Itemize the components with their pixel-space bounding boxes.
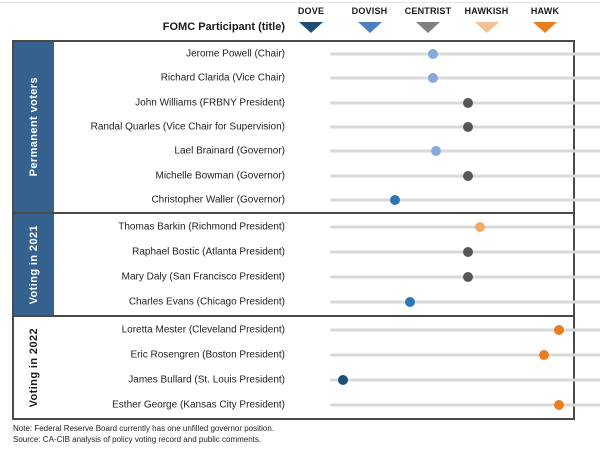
participant-row: Christopher Waller (Governor) [54, 188, 600, 212]
section-rows: Thomas Barkin (Richmond President) Raphae… [54, 214, 600, 315]
centrist-triangle-icon [416, 22, 440, 33]
participant-name: Eric Rosengren (Boston President) [130, 349, 285, 361]
stance-track [330, 52, 600, 56]
dovish-triangle-icon [357, 22, 382, 33]
stance-dot [463, 170, 473, 181]
participant-row: Esther George (Kansas City President) [54, 393, 600, 418]
scale-label: HAWKISH [464, 6, 509, 16]
stance-dot [463, 97, 473, 108]
scale-label: DOVISH [351, 6, 388, 16]
participant-name: Raphael Bostic (Atlanta President) [132, 246, 285, 258]
axis-title: FOMC Participant (title) [162, 21, 285, 33]
stance-track [330, 76, 600, 80]
participant-row: Randal Quarles (Vice Chair for Supervisi… [54, 115, 600, 139]
top-divider [0, 2, 600, 3]
section-1: Voting in 2021 Thomas Barkin (Richmond Pr… [14, 212, 600, 315]
participant-name: Loretta Mester (Cleveland President) [121, 324, 285, 336]
scale-item-hawkish: HAWKISH [445, 6, 529, 33]
participant-row: Raphael Bostic (Atlanta President) [54, 239, 600, 264]
stance-dot [463, 272, 473, 283]
scale-label: HAWK [530, 6, 560, 16]
section-band: Voting in 2022 [14, 317, 54, 418]
participant-name: Michelle Bowman (Governor) [155, 170, 286, 182]
hawk-triangle-icon [533, 22, 557, 33]
stance-dot [404, 297, 415, 308]
participant-name: Jerome Powell (Chair) [186, 48, 285, 60]
participant-row: Jerome Powell (Chair) [54, 42, 600, 66]
scale-label: DOVE [297, 6, 325, 16]
section-2: Voting in 2022 Loretta Mester (Cleveland … [14, 315, 600, 418]
participant-name: Randal Quarles (Vice Chair for Supervisi… [90, 121, 285, 133]
stance-dot [474, 221, 485, 232]
participant-row: Charles Evans (Chicago President) [54, 290, 600, 315]
participant-row: James Bullard (St. Louis President) [54, 368, 600, 393]
participants-table: Permanent voters Jerome Powell (Chair) Ric… [12, 40, 600, 420]
dove-triangle-icon [299, 22, 323, 33]
stance-dot [539, 349, 550, 360]
section-0: Permanent voters Jerome Powell (Chair) Ric… [14, 42, 600, 212]
participant-name: Christopher Waller (Governor) [151, 194, 285, 206]
stance-track [330, 378, 600, 382]
stance-track [330, 328, 600, 332]
participant-row: Eric Rosengren (Boston President) [54, 342, 600, 367]
stance-dot [427, 49, 438, 60]
stance-track [330, 149, 600, 153]
stance-dot [553, 400, 564, 411]
section-band-label: Permanent voters [28, 77, 40, 177]
stance-track [330, 353, 600, 357]
stance-dot [337, 375, 348, 386]
scale-item-dove: DOVE [269, 6, 353, 33]
stance-dot [463, 121, 473, 132]
section-band: Voting in 2021 [14, 214, 54, 315]
participant-row: Loretta Mester (Cleveland President) [54, 317, 600, 342]
stance-track [330, 300, 600, 304]
scale-item-centrist: CENTRIST [386, 6, 470, 33]
participant-name: Lael Brainard (Governor) [174, 145, 285, 157]
participant-row: John Williams (FRBNY President) [54, 91, 600, 115]
participant-name: Charles Evans (Chicago President) [128, 296, 285, 308]
stance-dot [463, 246, 473, 257]
section-rows: Jerome Powell (Chair) Richard Clarida (Vi… [54, 42, 600, 212]
hawkish-triangle-icon [474, 22, 499, 33]
source-line: Source: CA-CIB analysis of policy voting… [13, 435, 262, 444]
scale-label: CENTRIST [404, 6, 452, 16]
section-band: Permanent voters [14, 42, 54, 212]
participant-row: Thomas Barkin (Richmond President) [54, 214, 600, 239]
participant-row: Lael Brainard (Governor) [54, 139, 600, 163]
participant-row: Michelle Bowman (Governor) [54, 163, 600, 187]
section-band-label: Voting in 2021 [28, 224, 40, 305]
participant-row: Richard Clarida (Vice Chair) [54, 66, 600, 90]
participant-name: James Bullard (St. Louis President) [128, 374, 285, 386]
stance-dot [427, 73, 438, 84]
scale-item-hawk: HAWK [503, 6, 587, 33]
note-line: Note: Federal Reserve Board currently ha… [13, 424, 275, 433]
stance-dot [553, 324, 564, 335]
stance-track [330, 403, 600, 407]
participant-name: Mary Daly (San Francisco President) [121, 271, 285, 283]
stance-track [330, 198, 600, 202]
participant-row: Mary Daly (San Francisco President) [54, 265, 600, 290]
section-band-label: Voting in 2022 [28, 327, 40, 408]
stance-dot [430, 146, 441, 157]
scale-item-dovish: DOVISH [328, 6, 412, 33]
participant-name: John Williams (FRBNY President) [135, 97, 285, 109]
stance-dot [389, 194, 400, 205]
section-rows: Loretta Mester (Cleveland President) Eric… [54, 317, 600, 418]
footnotes: Note: Federal Reserve Board currently ha… [13, 423, 274, 445]
stance-track [330, 225, 600, 229]
participant-name: Thomas Barkin (Richmond President) [118, 221, 285, 233]
participant-name: Richard Clarida (Vice Chair) [160, 72, 285, 84]
participant-name: Esther George (Kansas City President) [112, 399, 285, 411]
